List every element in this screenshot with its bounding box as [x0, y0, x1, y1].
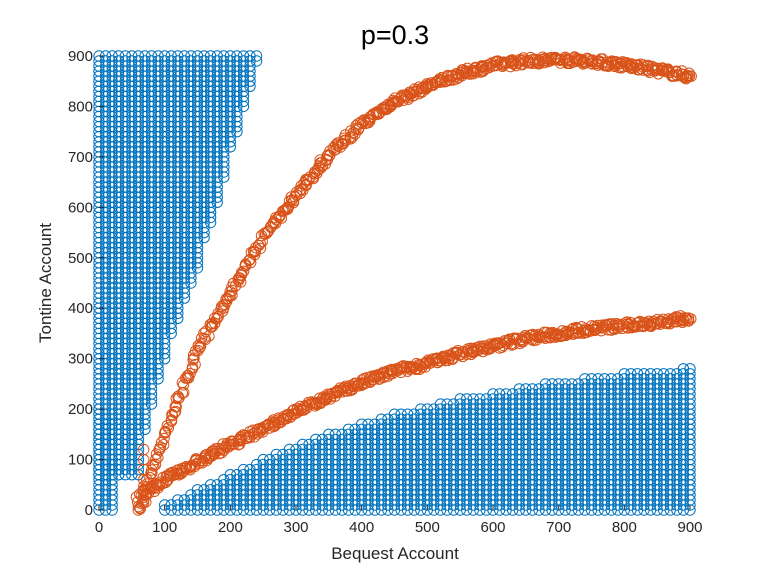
x-tick-label: 100 — [152, 519, 177, 536]
orange-point — [159, 425, 172, 438]
x-tick-label: 0 — [95, 519, 103, 536]
orange-point — [224, 290, 236, 302]
orange-point — [549, 331, 561, 343]
x-tick-label: 400 — [349, 519, 374, 536]
orange-point — [161, 420, 174, 432]
orange-point — [187, 354, 199, 366]
x-tick-label: 300 — [283, 519, 308, 536]
y-tick-label: 800 — [68, 98, 93, 115]
plot-area — [93, 50, 697, 516]
orange-point — [138, 443, 150, 456]
blue-point — [99, 413, 112, 425]
orange-point — [364, 115, 376, 127]
orange-point — [237, 265, 250, 277]
orange-point — [515, 334, 527, 346]
orange-point — [328, 144, 340, 156]
chart-title: p=0.3 — [361, 20, 429, 50]
orange-point — [206, 317, 218, 329]
orange-point — [132, 504, 144, 516]
orange-point — [154, 443, 166, 455]
orange-point — [367, 108, 380, 121]
orange-point — [309, 166, 321, 178]
orange-point — [261, 227, 273, 239]
orange-point — [199, 333, 212, 346]
orange-point — [169, 405, 182, 418]
orange-point — [315, 162, 327, 174]
x-tick-label: 900 — [677, 519, 702, 536]
x-tick-label: 700 — [546, 519, 571, 536]
axes: 0 100 200 300 400 500 600 700 800 900 0 100 200 300 40… — [68, 48, 703, 536]
orange-point — [578, 55, 590, 67]
x-tick-label: 600 — [480, 519, 505, 536]
y-axis-label: Tontine Account — [36, 223, 55, 343]
orange-point — [412, 359, 425, 371]
y-tick-label: 200 — [68, 401, 93, 418]
orange-point — [250, 242, 262, 254]
orange-point — [685, 313, 697, 325]
blue-point — [250, 50, 263, 62]
y-tick-label: 500 — [68, 250, 93, 267]
orange-point — [162, 422, 175, 434]
x-tick-label: 800 — [612, 519, 637, 536]
blue-point — [99, 418, 112, 430]
orange-point — [204, 318, 217, 331]
blue-point — [93, 403, 105, 415]
orange-point — [643, 315, 655, 327]
orange-point — [254, 237, 266, 250]
y-tick-label: 100 — [68, 452, 93, 469]
blue-point — [684, 368, 696, 380]
blue-point — [106, 453, 118, 466]
orange-point — [256, 235, 268, 248]
orange-point — [324, 388, 336, 401]
orange-point — [275, 416, 287, 429]
y-tick-label: 400 — [68, 300, 93, 317]
y-tick-label: 600 — [68, 199, 93, 216]
orange-point — [294, 187, 307, 200]
orange-point — [570, 321, 582, 334]
blue-point — [106, 458, 118, 471]
x-tick-label: 200 — [218, 519, 243, 536]
orange-point — [285, 410, 297, 423]
blue-point — [684, 363, 696, 375]
orange-point — [681, 70, 693, 82]
blue-point — [250, 55, 263, 67]
orange-point — [243, 254, 255, 267]
orange-point — [254, 242, 267, 255]
orange-point — [685, 70, 697, 82]
y-tick-label: 700 — [68, 149, 93, 166]
y-tick-label: 900 — [68, 48, 93, 65]
orange-point — [164, 467, 176, 480]
orange-point — [180, 372, 192, 384]
orange-point — [679, 312, 691, 324]
orange-point — [324, 145, 336, 157]
x-tick-label: 500 — [415, 519, 440, 536]
orange-point — [158, 439, 170, 451]
y-tick-label: 300 — [68, 351, 93, 368]
orange-point — [169, 406, 181, 419]
y-tick-label: 0 — [85, 502, 93, 519]
orange-point — [507, 58, 519, 70]
orange-point — [158, 432, 170, 445]
x-axis-label: Bequest Account — [331, 544, 459, 563]
